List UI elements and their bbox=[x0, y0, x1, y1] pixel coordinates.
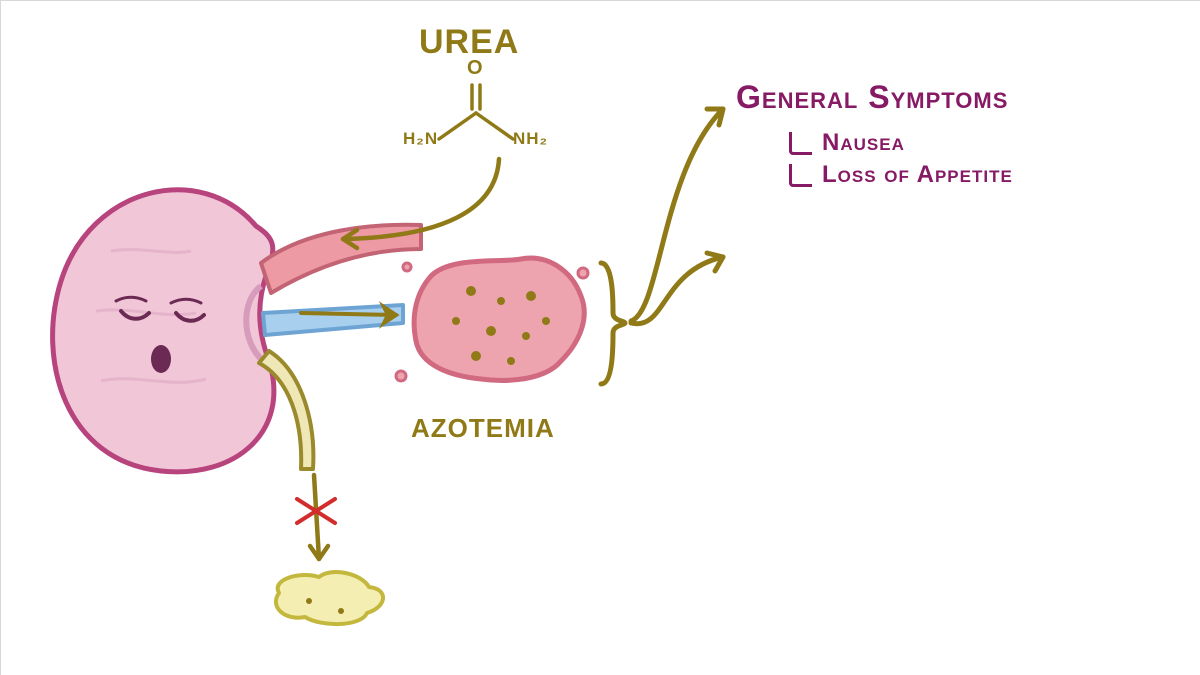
symptom-item: Loss of Appetite bbox=[789, 161, 1013, 189]
symptom-text: Nausea bbox=[822, 129, 905, 157]
bracket-icon bbox=[601, 263, 625, 384]
diagram-stage: UREA O H₂N NH₂ AZOTEMIA General Symptoms… bbox=[0, 0, 1200, 675]
symptoms-list: Nausea Loss of Appetite bbox=[759, 125, 1013, 189]
list-hook-icon bbox=[789, 164, 812, 187]
symptoms-header: General Symptoms bbox=[736, 79, 1008, 116]
kidney-illustration bbox=[53, 190, 274, 472]
azotemia-label: AZOTEMIA bbox=[411, 413, 555, 444]
arrow-branch-to-symptoms bbox=[631, 109, 723, 324]
urea-molecule-icon bbox=[439, 85, 513, 139]
urea-o-label: O bbox=[467, 57, 484, 80]
urea-nh2-right: NH₂ bbox=[513, 129, 548, 149]
symptom-item: Nausea bbox=[789, 129, 1013, 157]
renal-vein bbox=[263, 305, 403, 335]
list-hook-icon bbox=[789, 132, 812, 155]
symptom-text: Loss of Appetite bbox=[822, 161, 1013, 189]
diagram-svg bbox=[1, 1, 1200, 675]
urine-puddle bbox=[276, 572, 383, 624]
urea-nh2-left: H₂N bbox=[403, 129, 438, 149]
azotemia-blob bbox=[396, 258, 588, 381]
